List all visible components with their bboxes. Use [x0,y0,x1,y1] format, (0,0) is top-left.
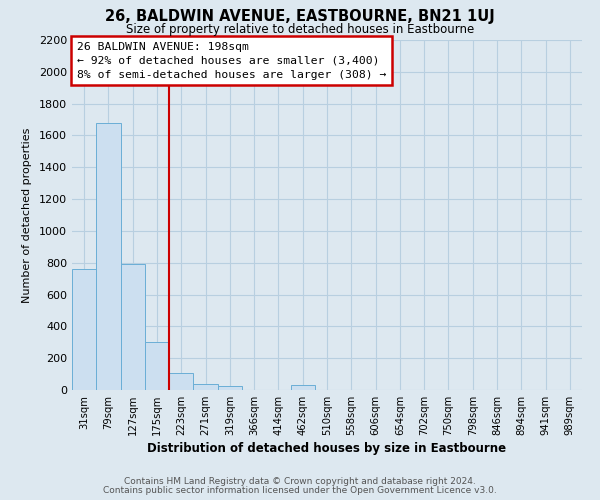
Bar [193,384,218,390]
Bar [72,269,96,390]
Bar [121,264,145,390]
Text: Contains HM Land Registry data © Crown copyright and database right 2024.: Contains HM Land Registry data © Crown c… [124,477,476,486]
Text: 26 BALDWIN AVENUE: 198sqm
← 92% of detached houses are smaller (3,400)
8% of sem: 26 BALDWIN AVENUE: 198sqm ← 92% of detac… [77,42,386,80]
Bar [145,342,169,390]
Bar [169,372,193,390]
Bar [96,122,121,390]
Text: Size of property relative to detached houses in Eastbourne: Size of property relative to detached ho… [126,22,474,36]
Bar [290,385,315,390]
X-axis label: Distribution of detached houses by size in Eastbourne: Distribution of detached houses by size … [148,442,506,455]
Bar [218,386,242,390]
Y-axis label: Number of detached properties: Number of detached properties [22,128,32,302]
Text: Contains public sector information licensed under the Open Government Licence v3: Contains public sector information licen… [103,486,497,495]
Text: 26, BALDWIN AVENUE, EASTBOURNE, BN21 1UJ: 26, BALDWIN AVENUE, EASTBOURNE, BN21 1UJ [105,9,495,24]
